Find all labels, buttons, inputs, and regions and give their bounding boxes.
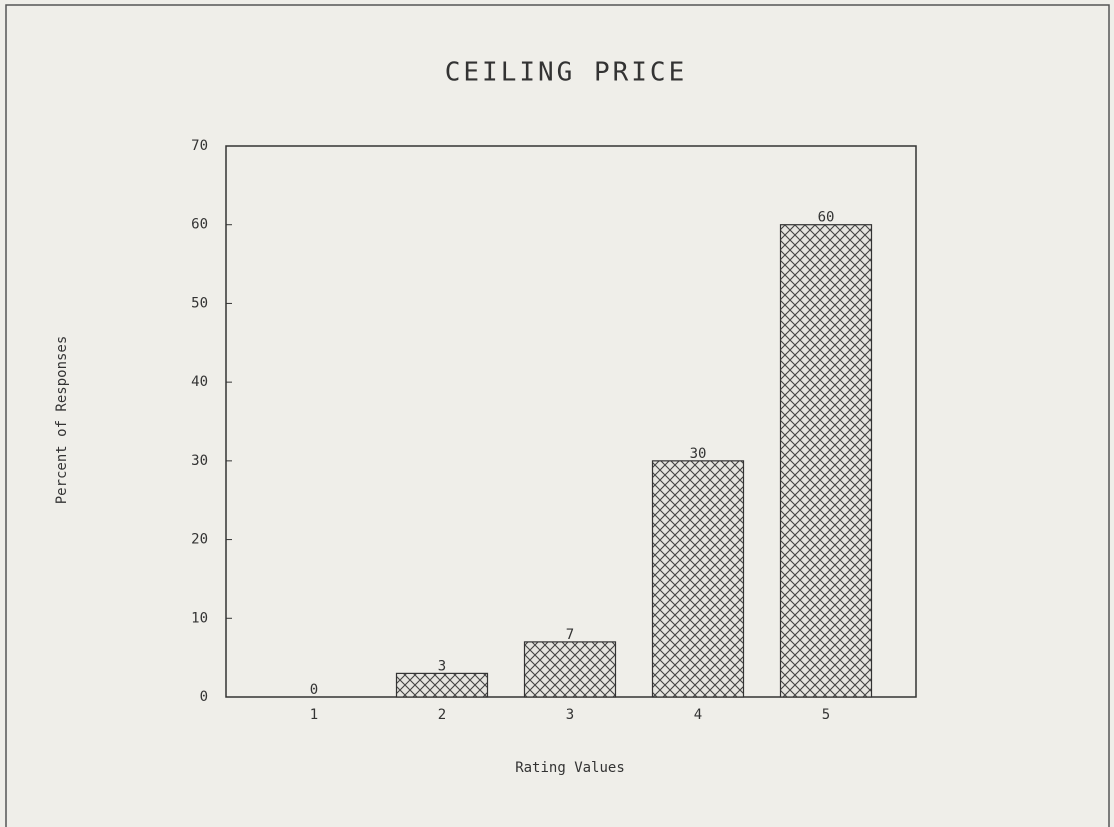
- y-tick-label: 20: [191, 532, 208, 548]
- x-tick-label: 4: [694, 707, 702, 723]
- data-label: 3: [438, 658, 446, 674]
- bar: [523, 641, 617, 698]
- data-label: 30: [690, 446, 707, 462]
- x-tick-label: 1: [310, 707, 318, 723]
- x-tick-label: 3: [566, 707, 574, 723]
- y-tick-label: 30: [191, 453, 208, 469]
- bar: [395, 672, 489, 698]
- x-axis-label: Rating Values: [515, 760, 625, 776]
- data-label: 0: [310, 682, 318, 698]
- bar: [651, 460, 745, 698]
- x-tick-label: 2: [438, 707, 446, 723]
- x-tick-label: 5: [822, 707, 830, 723]
- y-tick-label: 0: [200, 689, 208, 705]
- y-axis-label: Percent of Responses: [54, 336, 70, 505]
- y-tick-label: 60: [191, 217, 208, 233]
- y-tick-label: 70: [191, 138, 208, 154]
- chart-title: CEILING PRICE: [445, 58, 688, 88]
- y-tick-label: 50: [191, 295, 208, 311]
- y-tick-label: 40: [191, 374, 208, 390]
- data-label: 7: [566, 627, 574, 643]
- data-label: 60: [818, 210, 835, 226]
- bar: [779, 224, 873, 698]
- frame: [5, 4, 1110, 827]
- y-tick-label: 10: [191, 610, 208, 626]
